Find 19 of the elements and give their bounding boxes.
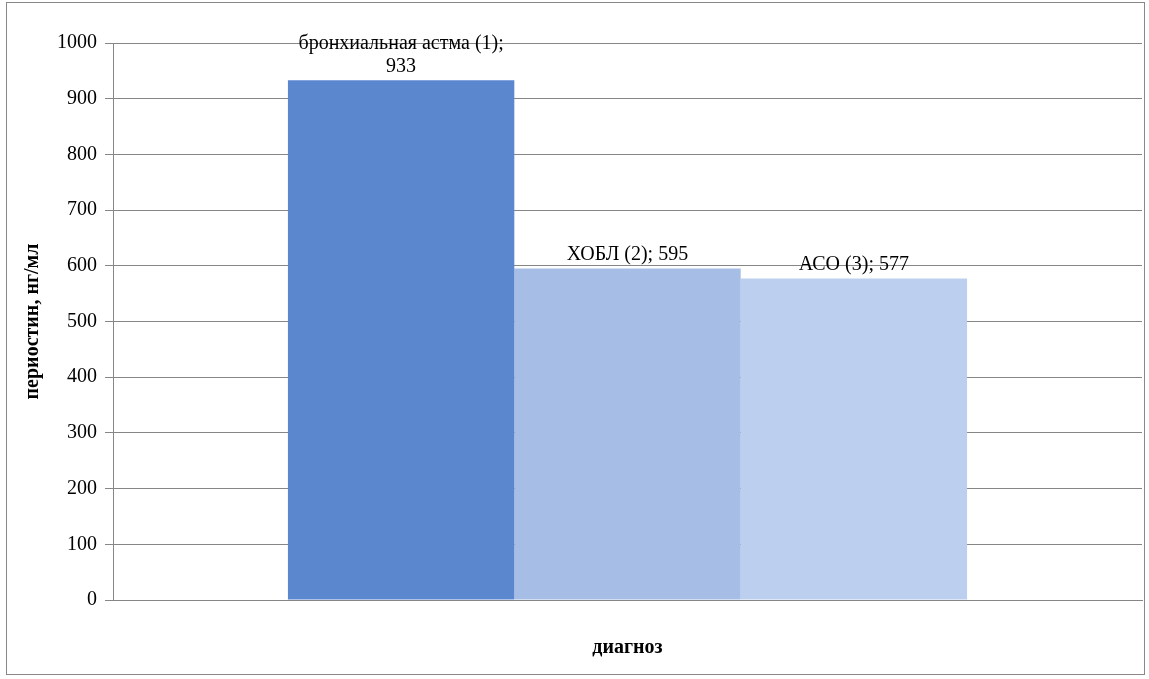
y-axis-title: периостин, нг/мл [20,243,44,400]
y-tick-label: 300 [67,420,97,443]
y-tick-label: 200 [67,475,97,498]
y-tick-label: 1000 [57,30,97,53]
y-tick-label: 600 [67,253,97,276]
y-tick-label: 400 [67,364,97,387]
y-tick-label: 100 [67,531,97,554]
y-tick-label: 700 [67,197,97,220]
data-label: ХОБЛ (2); 595 [566,241,689,265]
bar [514,268,741,600]
y-tick-label: 800 [67,141,97,164]
y-tick-label: 0 [87,587,97,610]
y-tick-label: 500 [67,308,97,331]
bar [287,80,515,600]
data-label: бронхиальная астма (1); 933 [298,30,504,76]
x-axis-title: диагноз [592,635,663,658]
data-label: АСО (3); 577 [798,251,909,275]
bar [740,278,968,600]
y-tick-label: 900 [67,85,97,108]
